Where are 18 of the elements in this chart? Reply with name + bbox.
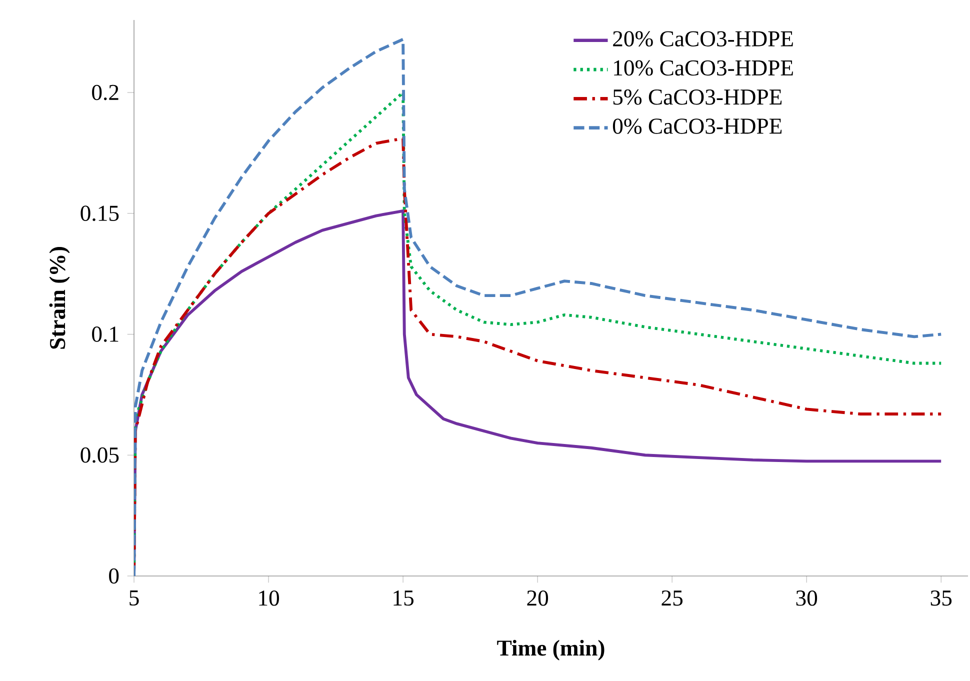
x-tick-label: 10 [259,590,279,606]
x-axis-title: Time (min) [497,640,604,660]
x-tick-label: 30 [796,590,818,606]
x-tick-label: 25 [662,590,683,606]
y-tick-label: 0.05 [80,447,119,463]
x-tick-label: 5 [130,590,139,606]
legend-label: 5% CaCO3-HDPE [613,89,782,105]
x-tick-label: 15 [394,590,414,606]
y-axis-title: Strain (%) [49,247,70,349]
y-tick-label: 0.2 [92,84,118,100]
y-tick-label: 0.1 [92,326,118,342]
y-tick-label: 0 [109,568,119,584]
y-tick-label: 0.15 [80,206,119,222]
legend-label: 0% CaCO3-HDPE [612,118,782,134]
legend-label: 10% CaCO3-HDPE [614,60,793,76]
x-tick-label: 35 [930,590,952,606]
x-tick-label: 20 [527,590,548,606]
legend-label: 20% CaCO3-HDPE [613,31,793,47]
